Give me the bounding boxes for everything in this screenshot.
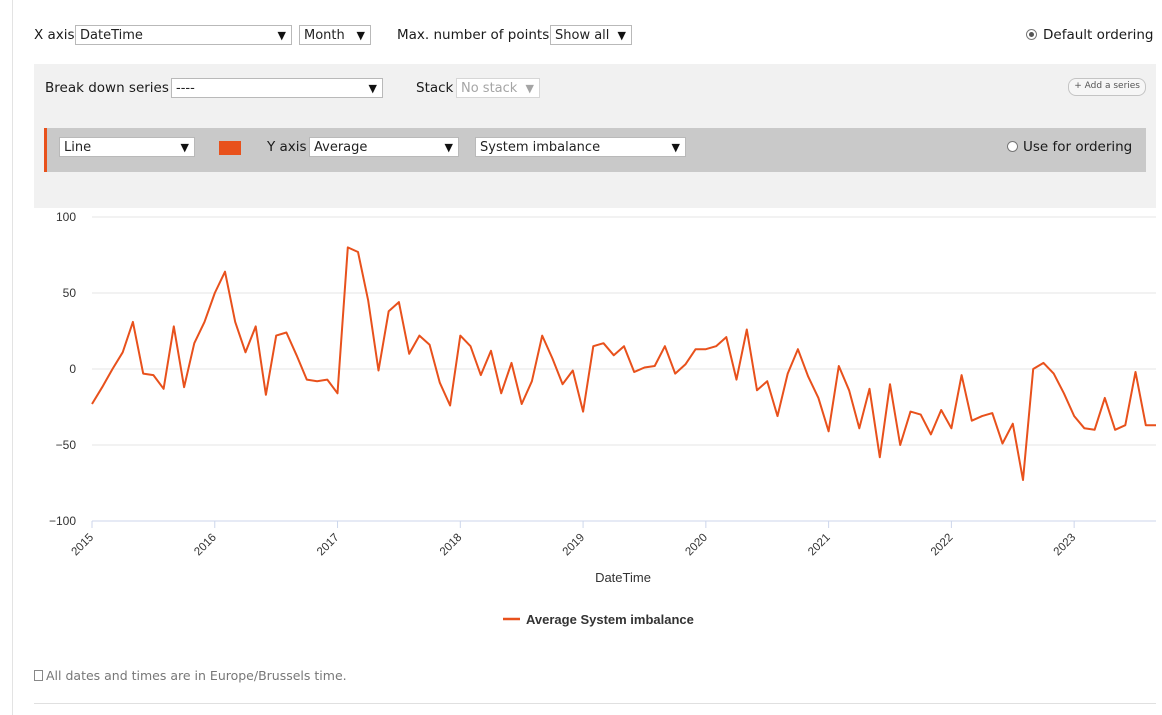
x-tick-label: 2019 [561,532,588,559]
info-icon [34,670,43,681]
use-for-ordering-radio[interactable] [1007,141,1018,152]
chevron-down-icon: ▼ [617,29,626,42]
x-tick-label: 2021 [806,532,833,559]
x-tick-label: 2022 [929,532,956,559]
chart-legend[interactable]: Average System imbalance [503,612,694,627]
legend-label: Average System imbalance [526,612,694,627]
x-axis-label: X axis [34,27,75,43]
stack-select-value: No stack [461,81,518,96]
chevron-down-icon: ▼ [356,29,365,42]
x-tick-label: 2017 [315,532,342,559]
series-row: Line ▼ Y axis Average ▼ System imbalance… [44,128,1146,172]
x-tick-label: 2023 [1052,532,1079,559]
series-color-swatch[interactable] [219,141,241,155]
interval-select[interactable]: Month ▼ [299,25,371,45]
bottom-divider [34,703,1156,704]
chart-controls-row: X axis DateTime ▼ Month ▼ Max. number of… [34,24,1156,48]
chevron-down-icon: ▼ [525,82,534,95]
y-tick-label: −50 [56,438,77,452]
breakdown-select-value: ---- [176,81,195,96]
interval-select-value: Month [304,28,345,43]
stack-select[interactable]: No stack ▼ [456,78,540,98]
chart-type-select-value: Line [64,140,92,155]
y-tick-label: 100 [56,210,76,224]
x-axis: 2015 2016 2017 2018 2019 2020 2021 2022 2023 [70,520,1156,559]
default-ordering-radio[interactable] [1026,29,1037,40]
chart-grid [92,216,1156,522]
x-tick-label: 2020 [683,532,710,559]
max-points-select-value: Show all [555,28,610,43]
breakdown-label: Break down series [45,80,169,96]
x-tick-label: 2015 [70,532,97,559]
stack-label: Stack [416,80,454,96]
max-points-select[interactable]: Show all ▼ [550,25,632,45]
y-tick-label: 0 [69,362,76,376]
max-points-label: Max. number of points [397,27,550,43]
y-axis-label: Y axis [267,139,307,155]
breakdown-select[interactable]: ---- ▼ [171,78,383,98]
series-config-panel: Break down series ---- ▼ Stack No stack … [34,64,1156,208]
chevron-down-icon: ▼ [671,141,680,154]
y-tick-label: 50 [63,286,77,300]
chart-series [91,246,1156,481]
aggregation-select-value: Average [314,140,368,155]
left-divider [12,0,13,715]
chevron-down-icon: ▼ [444,141,453,154]
chart-type-select[interactable]: Line ▼ [59,137,195,157]
x-tick-label: 2018 [438,532,465,559]
series-line[interactable] [91,246,1156,481]
field-select[interactable]: System imbalance ▼ [475,137,686,157]
add-series-button[interactable]: + Add a series [1068,78,1146,96]
chevron-down-icon: ▼ [277,29,286,42]
timezone-footnote-text: All dates and times are in Europe/Brusse… [46,668,347,683]
x-axis-select[interactable]: DateTime ▼ [75,25,292,45]
chevron-down-icon: ▼ [368,82,377,95]
default-ordering-label: Default ordering [1043,27,1154,43]
x-tick-label: 2016 [192,532,219,559]
x-axis-title: DateTime [595,570,651,585]
field-select-value: System imbalance [480,140,601,155]
use-for-ordering-label: Use for ordering [1023,139,1133,155]
x-axis-select-value: DateTime [80,28,143,43]
y-axis: 100 50 0 −50 −100 [49,210,76,528]
y-tick-label: −100 [49,514,76,528]
aggregation-select[interactable]: Average ▼ [309,137,459,157]
chevron-down-icon: ▼ [180,141,189,154]
timezone-footnote: All dates and times are in Europe/Brusse… [34,668,347,683]
